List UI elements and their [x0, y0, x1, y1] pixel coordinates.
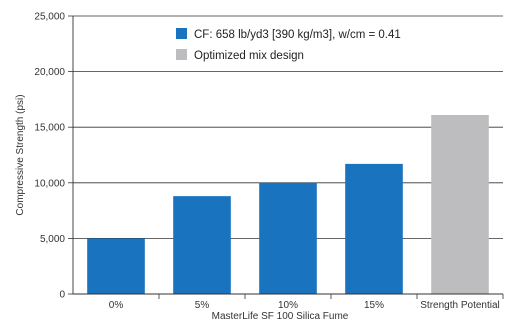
x-tick-label: 10% — [278, 300, 298, 311]
y-tick-label: 10,000 — [34, 178, 65, 189]
x-tick-label: 15% — [364, 300, 384, 311]
x-tick-label: 0% — [109, 300, 124, 311]
axes — [68, 15, 504, 299]
bar-5 — [431, 114, 489, 294]
legend: CF: 658 lb/yd3 [390 kg/m3], w/cm = 0.41 O… — [176, 28, 401, 62]
x-tick-labels: 0% 5% 10% 15% Strength Potential — [109, 300, 500, 311]
legend-label: CF: 658 lb/yd3 [390 kg/m3], w/cm = 0.41 — [194, 29, 401, 41]
bar-2 — [173, 196, 231, 294]
x-tick-label: 5% — [195, 300, 210, 311]
x-tick-label: Strength Potential — [420, 300, 500, 311]
bars — [87, 114, 489, 294]
y-tick-label: 0 — [59, 290, 65, 301]
bar-1 — [87, 238, 145, 294]
bar-3 — [259, 182, 317, 294]
y-axis-title: Compressive Strength (psi) — [15, 94, 26, 215]
legend-swatch — [176, 49, 187, 60]
y-tick-label: 20,000 — [34, 67, 65, 78]
y-tick-labels: 0 5,000 10,000 15,000 20,000 25,000 — [34, 12, 65, 301]
bar-4 — [345, 163, 403, 294]
y-tick-label: 25,000 — [34, 12, 65, 23]
legend-swatch — [176, 28, 187, 39]
y-tick-label: 15,000 — [34, 123, 65, 134]
y-tick-label: 5,000 — [40, 234, 65, 245]
x-axis-title: MasterLife SF 100 Silica Fume — [212, 311, 349, 322]
legend-label: Optimized mix design — [194, 50, 304, 62]
